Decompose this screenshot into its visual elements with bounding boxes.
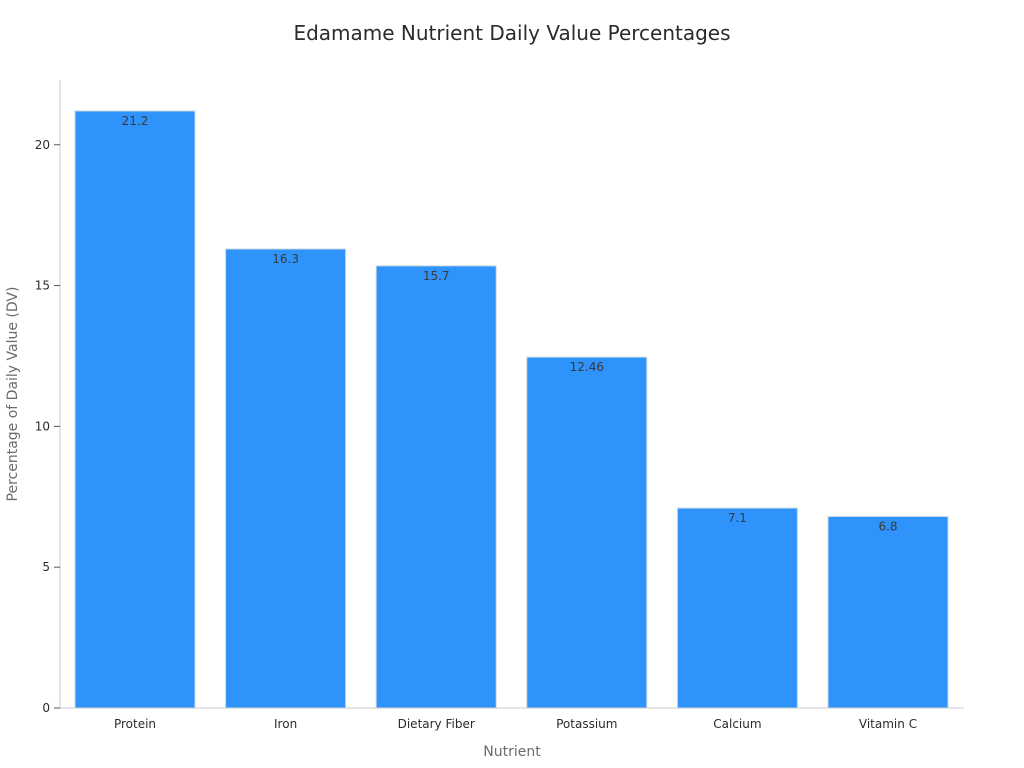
- x-tick-label-iron: Iron: [274, 717, 297, 731]
- y-axis-ticks: 0 5 10 15 20: [35, 138, 60, 715]
- y-tick-label-15: 15: [35, 279, 50, 293]
- x-tick-label-dietary-fiber: Dietary Fiber: [398, 717, 475, 731]
- y-tick-label-20: 20: [35, 138, 50, 152]
- x-axis-label: Nutrient: [483, 744, 541, 760]
- y-axis-label: Percentage of Daily Value (DV): [5, 287, 21, 502]
- bar-potassium: [526, 356, 648, 709]
- data-labels-group: 21.2 16.3 15.7 12.46 7.1 6.8: [122, 114, 898, 534]
- plot-area: 21.2 16.3 15.7 12.46 7.1 6.8 0 5 10 15 20 Protein…: [35, 80, 964, 731]
- y-tick-label-0: 0: [42, 701, 50, 715]
- y-tick-label-5: 5: [42, 560, 50, 574]
- x-tick-label-calcium: Calcium: [713, 717, 761, 731]
- data-label-potassium: 12.46: [570, 360, 604, 374]
- x-tick-label-vitamin-c: Vitamin C: [859, 717, 917, 731]
- x-tick-label-potassium: Potassium: [556, 717, 617, 731]
- data-label-dietary-fiber: 15.7: [423, 269, 450, 283]
- bar-vitamin-c: [827, 516, 949, 709]
- data-label-calcium: 7.1: [728, 511, 747, 525]
- data-label-iron: 16.3: [272, 252, 299, 266]
- bars-group: [74, 110, 949, 709]
- data-label-vitamin-c: 6.8: [878, 520, 897, 534]
- chart-title: Edamame Nutrient Daily Value Percentages: [293, 21, 730, 45]
- x-axis-ticks: Protein Iron Dietary Fiber Potassium Calcium…: [114, 717, 917, 731]
- x-tick-label-protein: Protein: [114, 717, 156, 731]
- bar-dietary-fiber: [375, 265, 497, 709]
- y-tick-label-10: 10: [35, 419, 50, 433]
- bar-iron: [225, 248, 347, 709]
- bar-calcium: [676, 507, 798, 709]
- data-label-protein: 21.2: [122, 114, 149, 128]
- bar-protein: [74, 110, 196, 709]
